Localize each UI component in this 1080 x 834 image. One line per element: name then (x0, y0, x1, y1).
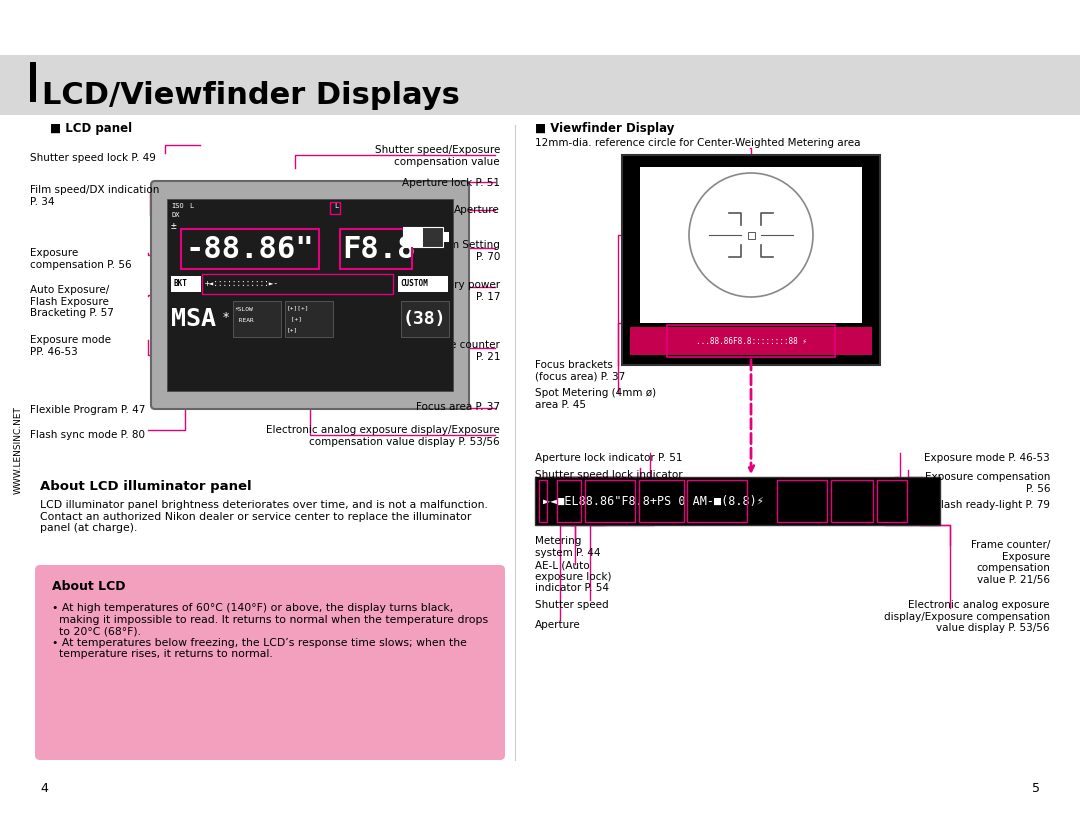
Bar (630, 327, 872, 355)
Bar (403, 227, 423, 247)
Text: Frame counter/
Exposure
compensation
value P. 21/56: Frame counter/ Exposure compensation val… (971, 540, 1050, 585)
Text: Film speed/DX indication
P. 34: Film speed/DX indication P. 34 (30, 185, 160, 207)
Text: -88.86": -88.86" (185, 234, 313, 264)
Text: Spot Metering (4mm ø)
area P. 45: Spot Metering (4mm ø) area P. 45 (535, 388, 657, 409)
Text: 4: 4 (40, 782, 48, 795)
Text: *: * (222, 311, 229, 324)
Text: Shutter speed lock indicator
P. 49: Shutter speed lock indicator P. 49 (535, 470, 683, 491)
Text: Metering
system P. 44: Metering system P. 44 (535, 536, 600, 558)
Text: AE-L (Auto
exposure lock)
indicator P. 54: AE-L (Auto exposure lock) indicator P. 5… (535, 560, 611, 593)
Bar (667, 325, 835, 357)
Bar (557, 480, 581, 522)
Text: Electronic analog exposure
display/Exposure compensation
value display P. 53/56: Electronic analog exposure display/Expos… (883, 600, 1050, 633)
Bar (640, 167, 862, 323)
Bar (330, 202, 340, 214)
Text: L: L (189, 203, 193, 209)
Text: ISO: ISO (171, 203, 184, 209)
Text: Shutter speed: Shutter speed (535, 600, 609, 610)
Text: LCD illuminator panel brightness deteriorates over time, and is not a malfunctio: LCD illuminator panel brightness deterio… (40, 500, 488, 533)
Text: MSA: MSA (171, 307, 216, 331)
Bar (877, 480, 907, 522)
Text: ►◄■EL88.86"F8.8+PS 0 AM-■(8.8)⚡: ►◄■EL88.86"F8.8+PS 0 AM-■(8.8)⚡ (543, 495, 764, 508)
Text: Exposure mode P. 46-53: Exposure mode P. 46-53 (924, 453, 1050, 463)
Bar (399, 276, 448, 292)
Text: BKT: BKT (173, 279, 187, 289)
Text: Aperture: Aperture (535, 620, 581, 630)
Bar (443, 232, 449, 242)
Text: L: L (335, 203, 338, 209)
Text: WWW.LENSINC.NET: WWW.LENSINC.NET (13, 406, 23, 494)
Bar (639, 480, 684, 522)
Bar (0, 55, 1080, 115)
Text: Flexible Program P. 47: Flexible Program P. 47 (30, 405, 146, 415)
Text: [+][+]: [+][+] (287, 305, 310, 310)
Text: +◄::::::::::::►-: +◄::::::::::::►- (205, 279, 279, 289)
Text: Exposure mode
PP. 46-53: Exposure mode PP. 46-53 (30, 335, 111, 357)
Text: Flash sync mode P. 80: Flash sync mode P. 80 (30, 430, 145, 440)
Bar (181, 229, 319, 269)
Bar (535, 477, 940, 525)
Text: Exposure compensation
P. 56: Exposure compensation P. 56 (924, 472, 1050, 494)
FancyBboxPatch shape (35, 565, 505, 760)
Bar (401, 301, 449, 337)
Text: REAR: REAR (235, 318, 254, 323)
Text: Aperture lock P. 51: Aperture lock P. 51 (402, 178, 500, 188)
Bar (585, 480, 635, 522)
Text: [+]: [+] (287, 316, 302, 321)
Bar (687, 480, 747, 522)
Text: Focus indicators
P. 27: Focus indicators P. 27 (535, 497, 620, 519)
Bar (285, 301, 333, 337)
Bar (539, 480, 546, 522)
Text: Aperture: Aperture (455, 205, 500, 215)
Bar (340, 229, 413, 269)
Text: Auto Exposure/
Flash Exposure
Bracketing P. 57: Auto Exposure/ Flash Exposure Bracketing… (30, 285, 113, 319)
Text: Focus brackets
(focus area) P. 37: Focus brackets (focus area) P. 37 (535, 360, 625, 382)
Text: CUSTOM: CUSTOM (400, 279, 428, 289)
Text: Aperture lock indicator P. 51: Aperture lock indicator P. 51 (535, 453, 683, 463)
Bar (171, 276, 201, 292)
Text: About LCD illuminator panel: About LCD illuminator panel (40, 480, 252, 493)
Bar (622, 155, 880, 365)
Text: Exposure
compensation P. 56: Exposure compensation P. 56 (30, 248, 132, 269)
Bar (202, 274, 393, 294)
Text: ±: ± (171, 221, 177, 231)
Text: ...88.86F8.8::::::::88 ⚡: ...88.86F8.8::::::::88 ⚡ (696, 336, 807, 345)
Text: 12mm-dia. reference circle for Center-Weighted Metering area: 12mm-dia. reference circle for Center-We… (535, 138, 861, 148)
Text: LCD/Viewfinder Displays: LCD/Viewfinder Displays (42, 81, 460, 109)
Text: [+]: [+] (287, 327, 298, 332)
Text: • At high temperatures of 60°C (140°F) or above, the display turns black,
  maki: • At high temperatures of 60°C (140°F) o… (52, 603, 488, 660)
Bar (403, 227, 443, 247)
Bar (747, 232, 755, 239)
Text: Shutter speed lock P. 49: Shutter speed lock P. 49 (30, 153, 156, 163)
Text: Frame counter
P. 21: Frame counter P. 21 (424, 340, 500, 362)
Text: Shutter speed/Exposure
compensation value: Shutter speed/Exposure compensation valu… (375, 145, 500, 167)
Bar (777, 480, 827, 522)
Text: 5: 5 (1032, 782, 1040, 795)
Text: About LCD: About LCD (52, 580, 125, 593)
Bar (167, 199, 453, 391)
Text: F8.8: F8.8 (342, 234, 416, 264)
FancyBboxPatch shape (151, 181, 469, 409)
Text: ⚡SLOW: ⚡SLOW (235, 307, 254, 312)
Text: Battery power
P. 17: Battery power P. 17 (426, 280, 500, 302)
Text: ■ LCD panel: ■ LCD panel (50, 122, 132, 135)
Text: Focus area P. 37: Focus area P. 37 (416, 402, 500, 412)
Bar (30, 62, 36, 102)
Text: (38): (38) (403, 310, 446, 328)
Text: ■ Viewfinder Display: ■ Viewfinder Display (535, 122, 674, 135)
Bar (233, 301, 281, 337)
Text: DX: DX (171, 212, 179, 218)
Text: Flash ready-light P. 79: Flash ready-light P. 79 (935, 500, 1050, 510)
Text: Electronic analog exposure display/Exposure
compensation value display P. 53/56: Electronic analog exposure display/Expos… (267, 425, 500, 446)
Text: Custom Setting
P. 70: Custom Setting P. 70 (419, 240, 500, 262)
Bar (831, 480, 873, 522)
